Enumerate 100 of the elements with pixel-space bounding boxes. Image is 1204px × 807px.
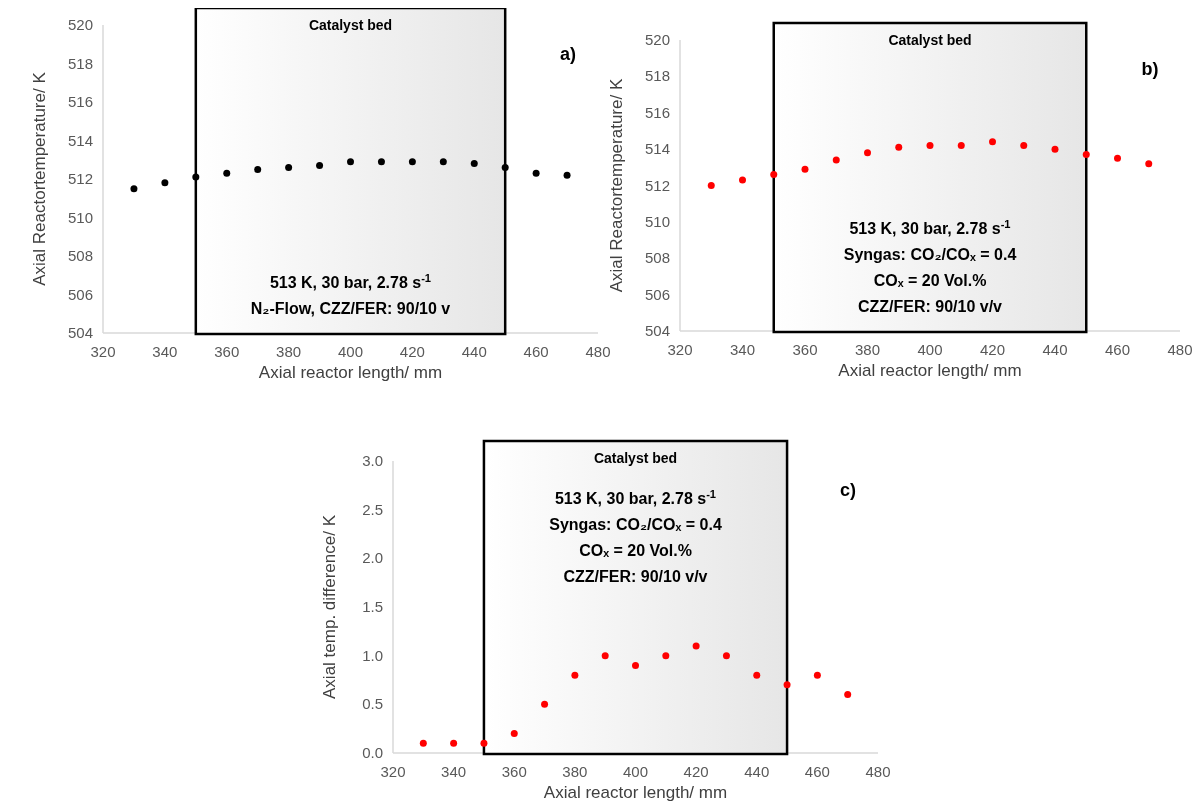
- point: [130, 185, 138, 193]
- x-tick-label: 360: [501, 763, 527, 780]
- band-label: Catalyst bed: [888, 32, 972, 48]
- annotation: Syngas: CO₂/COₓ = 0.4: [549, 516, 722, 533]
- point: [832, 156, 840, 164]
- point: [377, 158, 385, 166]
- point: [801, 165, 809, 173]
- point: [707, 182, 715, 189]
- x-tick-label: 400: [917, 341, 943, 358]
- point: [408, 158, 416, 166]
- y-tick-label: 516: [644, 103, 670, 121]
- annotation: COₓ = 20 Vol.%: [873, 272, 987, 289]
- point: [770, 171, 778, 179]
- point: [1145, 160, 1153, 168]
- point: [571, 671, 579, 679]
- point: [223, 169, 231, 177]
- x-axis-title: Axial reactor length/ mm: [838, 361, 1022, 380]
- x-tick-label: 460: [804, 763, 830, 780]
- point: [864, 149, 871, 157]
- y-tick-label: 514: [644, 140, 670, 158]
- x-tick-label: 400: [337, 343, 364, 360]
- y-tick-label: 520: [67, 16, 93, 33]
- y-tick-label: 506: [644, 285, 670, 303]
- point: [285, 163, 293, 171]
- y-tick-label: 0.0: [362, 744, 383, 761]
- y-tick-label: 512: [67, 170, 93, 187]
- point: [753, 671, 761, 679]
- y-tick-label: 516: [67, 93, 93, 110]
- y-tick-label: 518: [644, 67, 670, 85]
- x-tick-label: 420: [399, 343, 425, 360]
- x-tick-label: 460: [1104, 341, 1131, 358]
- y-tick-label: 510: [67, 208, 93, 226]
- point: [532, 169, 540, 177]
- x-tick-label: 440: [1042, 341, 1068, 358]
- point: [541, 700, 549, 708]
- point: [692, 642, 700, 650]
- point: [957, 141, 965, 149]
- x-tick-label: 320: [380, 763, 406, 780]
- band-label: Catalyst bed: [593, 450, 678, 466]
- x-tick-label: 420: [683, 763, 709, 780]
- point: [470, 160, 478, 168]
- point: [563, 171, 571, 179]
- x-tick-label: 440: [744, 763, 770, 780]
- point: [601, 652, 609, 660]
- point: [501, 163, 509, 171]
- y-tick-label: 510: [644, 212, 670, 230]
- point: [419, 739, 427, 747]
- x-tick-label: 480: [585, 343, 611, 360]
- x-tick-label: 380: [854, 341, 881, 358]
- annotation: CZZ/FER: 90/10 v/v: [563, 568, 708, 585]
- y-tick-label: 2.0: [362, 549, 383, 567]
- band-label: Catalyst bed: [308, 17, 393, 33]
- point: [254, 165, 262, 173]
- point: [844, 691, 852, 699]
- y-tick-label: 508: [67, 247, 93, 264]
- x-tick-label: 320: [667, 341, 693, 358]
- annotation: 513 K, 30 bar, 2.78 s$^{-1}$: [269, 272, 432, 291]
- y-tick-label: 0.5: [362, 695, 383, 713]
- x-tick-label: 380: [276, 343, 302, 360]
- y-tick-label: 3.0: [362, 452, 383, 469]
- point: [1051, 145, 1059, 153]
- x-tick-label: 460: [523, 343, 549, 360]
- x-tick-label: 480: [865, 763, 891, 780]
- x-tick-label: 420: [979, 341, 1006, 358]
- x-tick-label: 340: [441, 763, 467, 780]
- y-tick-label: 504: [644, 322, 670, 339]
- point: [480, 739, 488, 747]
- point: [510, 730, 518, 738]
- point: [439, 158, 447, 166]
- point: [989, 138, 996, 146]
- annotation: a): [559, 44, 577, 64]
- point: [1020, 141, 1028, 149]
- x-tick-label: 320: [90, 343, 116, 360]
- annotation: Syngas: CO₂/COₓ = 0.4: [843, 246, 1017, 263]
- point: [813, 671, 821, 679]
- y-tick-label: 518: [67, 54, 93, 72]
- point: [722, 652, 730, 660]
- annotation: CZZ/FER: 90/10 v/v: [857, 298, 1003, 315]
- y-axis-title: Axial Reactortemperature/ K: [607, 78, 626, 293]
- x-tick-label: 360: [792, 341, 818, 358]
- x-axis-title: Axial reactor length/ mm: [543, 783, 728, 802]
- annotation: 513 K, 30 bar, 2.78 s$^{-1}$: [849, 218, 1011, 237]
- annotation: 513 K, 30 bar, 2.78 s$^{-1}$: [554, 488, 717, 507]
- point: [1082, 151, 1090, 159]
- x-axis-title: Axial reactor length/ mm: [258, 363, 443, 382]
- y-tick-label: 506: [67, 285, 93, 303]
- y-tick-label: 520: [644, 31, 670, 48]
- y-tick-label: 1.5: [362, 598, 383, 615]
- x-tick-label: 340: [152, 343, 178, 360]
- point: [192, 173, 200, 181]
- point: [739, 176, 746, 184]
- y-tick-label: 508: [644, 249, 670, 267]
- annotation: c): [839, 480, 857, 500]
- point: [926, 141, 934, 149]
- x-tick-label: 360: [214, 343, 240, 360]
- y-axis-title: Axial Reactortemperature/ K: [30, 71, 49, 286]
- point: [1114, 154, 1121, 162]
- x-tick-label: 400: [622, 763, 649, 780]
- point: [783, 681, 791, 689]
- y-tick-label: 1.0: [362, 646, 383, 664]
